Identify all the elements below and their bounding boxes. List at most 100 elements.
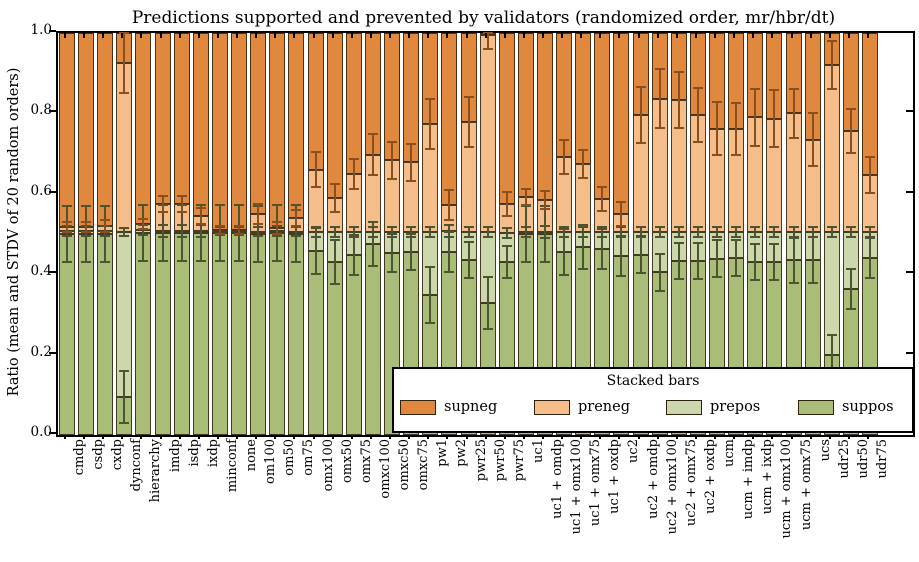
error-bar-cap (539, 189, 550, 192)
bar-minconf (211, 33, 228, 435)
x-tick-mark-top (274, 33, 277, 38)
error-bar-line (218, 225, 221, 234)
error-bar-cap (138, 233, 149, 236)
error-bar-line (486, 33, 489, 50)
x-tick-mark-top (64, 33, 66, 38)
x-tick-mark-top (312, 33, 315, 38)
segment-suppos (326, 262, 343, 435)
error-bar-cap (539, 207, 550, 210)
error-bar-cap (826, 40, 837, 43)
error-bar-cap (597, 235, 608, 238)
segment-supneg (154, 33, 171, 204)
error-bar-cap (578, 223, 589, 226)
error-bar-line (371, 134, 374, 176)
x-tick-label-udr50: udr50 (855, 439, 871, 479)
y-tick-mark-left (49, 432, 56, 434)
error-bar-cap (826, 235, 837, 238)
legend-item-supneg: supneg (400, 399, 525, 417)
error-bar-cap (845, 235, 856, 238)
x-tick-mark-bottom (484, 435, 487, 439)
x-tick-mark-bottom (331, 435, 334, 439)
error-bar-cap (329, 210, 340, 213)
error-bar-cap (138, 203, 149, 206)
bar-omxc50 (384, 33, 401, 435)
segment-supneg (59, 33, 75, 228)
error-bar-cap (119, 235, 130, 237)
x-tick-label-ucm-ixdp: ucm + ixdp (760, 439, 776, 515)
error-bar-line (601, 227, 604, 237)
error-bar-cap (501, 236, 512, 239)
x-tick-mark-bottom (733, 435, 736, 439)
x-tick-mark-top (828, 33, 831, 38)
x-tick-mark-bottom (274, 435, 277, 439)
bar-ucm-ixdp (747, 33, 764, 435)
error-bar-cap (367, 226, 378, 229)
error-bar-line (792, 227, 795, 237)
x-tick-label-uc2: uc2 (626, 439, 642, 463)
error-bar-cap (157, 235, 168, 238)
x-tick-mark-bottom (656, 435, 659, 439)
error-bar-cap (329, 182, 340, 185)
error-bar-cap (520, 187, 531, 190)
error-bar-cap (597, 267, 608, 270)
error-bar-cap (425, 97, 436, 100)
x-tick-label-ucm-imdp: ucm + imdp (741, 439, 757, 520)
error-bar-line (869, 227, 871, 237)
error-bar-cap (788, 235, 799, 238)
error-bar-cap (559, 172, 570, 175)
error-bar-cap (559, 235, 570, 238)
bar-cxdp (97, 33, 114, 435)
x-tick-mark-top (503, 33, 506, 38)
error-bar-cap (406, 269, 417, 272)
error-bar-cap (712, 235, 723, 238)
x-tick-mark-bottom (350, 435, 353, 439)
error-bar-cap (788, 88, 799, 91)
error-bar-cap (692, 278, 703, 281)
x-tick-mark-bottom (408, 435, 411, 439)
error-bar-cap (406, 226, 417, 229)
x-tick-mark-bottom (503, 435, 506, 439)
error-bar-cap (138, 227, 149, 230)
error-bar-line (429, 227, 432, 237)
x-tick-mark-bottom (847, 435, 850, 439)
error-bar-cap (253, 261, 264, 264)
error-bar-cap (865, 226, 875, 229)
error-bar-line (85, 221, 88, 232)
x-tick-mark-top (159, 33, 162, 38)
error-bar-cap (367, 174, 378, 177)
error-bar-cap (539, 237, 550, 240)
x-tick-label-omxc50: omxc50 (397, 439, 413, 491)
error-bar-cap (463, 277, 474, 280)
error-bar-cap (348, 158, 359, 161)
x-tick-mark-bottom (752, 435, 755, 439)
error-bar-cap (673, 226, 684, 229)
error-bar-cap (673, 235, 684, 238)
error-bar-cap (444, 218, 455, 221)
x-tick-mark-top (618, 33, 621, 38)
error-bar-line (716, 240, 719, 277)
error-bar-cap (731, 275, 742, 278)
y-tick-label: 0.0 (30, 424, 52, 440)
error-bar-cap (214, 203, 225, 206)
error-bar-line (391, 234, 394, 273)
error-bar-cap (750, 226, 761, 229)
x-tick-mark-top (427, 33, 430, 38)
error-bar-cap (310, 151, 321, 154)
error-bar-cap (712, 239, 723, 242)
x-tick-mark-bottom (771, 435, 774, 439)
error-bar-cap (501, 214, 512, 217)
y-tick-mark-right (906, 271, 913, 274)
error-bar-line (792, 89, 795, 138)
segment-suppos (211, 232, 228, 435)
error-bar-line (773, 227, 776, 237)
x-tick-mark-bottom (369, 435, 372, 439)
error-bar-line (66, 222, 68, 232)
y-tick-label: 0.4 (30, 263, 52, 280)
segment-supneg (231, 33, 248, 230)
error-bar-cap (463, 145, 474, 148)
error-bar-line (696, 88, 699, 142)
segment-supneg (594, 33, 611, 199)
error-bar-cap (482, 48, 493, 51)
error-bar-line (524, 188, 527, 206)
